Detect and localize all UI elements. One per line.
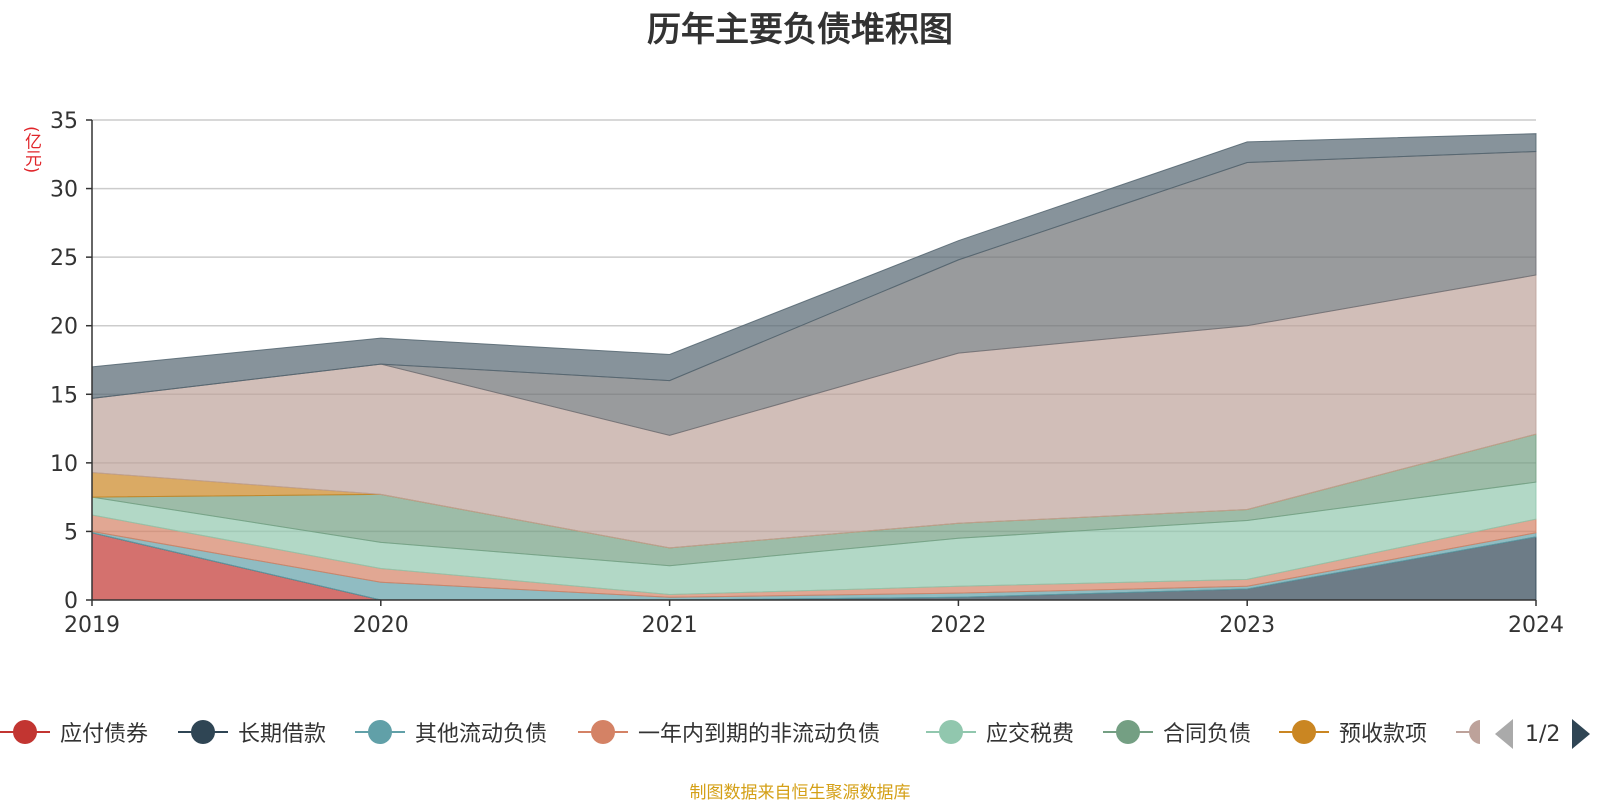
legend-label: 长期借款 [238, 722, 327, 747]
legend-marker-icon [926, 714, 976, 750]
legend-next-page-icon[interactable] [1572, 719, 1591, 749]
chart-title: 历年主要负债堆积图 [647, 10, 953, 50]
y-tick-label: 25 [50, 246, 78, 271]
legend-item[interactable]: 一年内到期的非流动负债 [578, 714, 880, 750]
legend-item[interactable]: 应交税费 [926, 714, 1074, 750]
area-series-9: 应付票据 [91, 133, 1537, 399]
data-source-note: 制图数据来自恒生聚源数据库 [689, 783, 911, 803]
legend-item[interactable]: 合同负债 [1103, 714, 1251, 750]
y-tick-label: 35 [50, 109, 78, 134]
legend-marker-icon [1279, 714, 1329, 750]
legend-label: 应交税费 [986, 722, 1075, 747]
legend-prev-page-icon[interactable] [1495, 719, 1513, 749]
legend-label: 一年内到期的非流动负债 [638, 722, 881, 747]
y-axis-unit-label: (亿元) [21, 126, 41, 174]
x-tick-label: 2020 [353, 613, 409, 638]
legend-marker-icon [0, 714, 50, 750]
legend-label: 应付债券 [60, 722, 149, 747]
legend-label: 预收款项 [1339, 722, 1428, 747]
legend-item-partial [1456, 714, 1480, 750]
legend: 应付债券 长期借款 其他流动负债 一年内到期的非流动负债 应交税费 合同负债 预收款项 [0, 714, 1600, 750]
legend-item[interactable]: 其他流动负债 [355, 714, 547, 750]
legend-marker-icon [178, 714, 228, 750]
area-series-group: 应付债券长期借款其他流动负债一年内到期的非流动负债应交税费合同负债预收款项应付账… [91, 133, 1537, 601]
legend-pager: 1/2 [1495, 716, 1591, 752]
y-tick-label: 5 [64, 520, 78, 545]
x-tick-label: 2024 [1508, 613, 1564, 638]
y-tick-label: 10 [50, 452, 78, 477]
legend-marker-icon [1456, 714, 1480, 750]
x-tick-label: 2022 [930, 613, 986, 638]
x-tick-label: 2019 [64, 613, 120, 638]
legend-item[interactable]: 预收款项 [1279, 714, 1427, 750]
legend-item[interactable]: 长期借款 [178, 714, 326, 750]
legend-page-indicator: 1/2 [1525, 721, 1561, 747]
legend-label: 合同负债 [1163, 722, 1252, 747]
stacked-area-chart: 应付债券长期借款其他流动负债一年内到期的非流动负债应交税费合同负债预收款项应付账… [50, 109, 1564, 638]
legend-label: 其他流动负债 [415, 722, 548, 747]
y-tick-label: 30 [50, 178, 78, 203]
x-tick-label: 2023 [1219, 613, 1275, 638]
y-tick-label: 20 [50, 315, 78, 340]
x-tick-label: 2021 [642, 613, 698, 638]
legend-marker-icon [1103, 714, 1153, 750]
legend-marker-icon [355, 714, 405, 750]
y-tick-label: 0 [64, 589, 78, 614]
legend-item[interactable]: 应付债券 [0, 714, 148, 750]
axes: 0 5 10 15 20 25 30 35 2019 2020 2021 2022 2023 2024 [50, 109, 1564, 638]
y-tick-label: 15 [50, 383, 78, 408]
legend-marker-icon [578, 714, 628, 750]
